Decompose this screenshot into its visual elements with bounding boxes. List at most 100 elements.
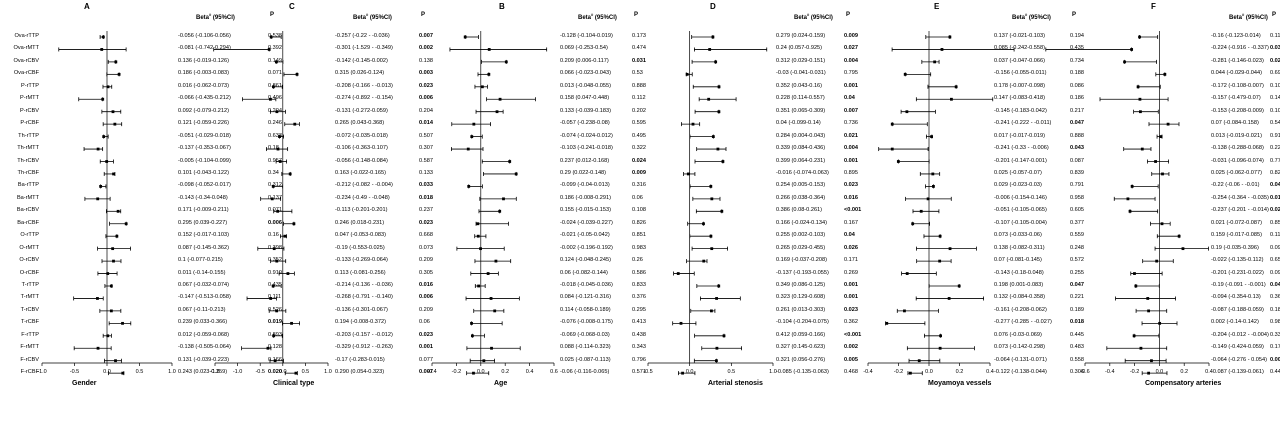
beta-ci-value: 0.186 (-0.008-0.291) (560, 194, 611, 201)
beta-ci-value: 0.237 (0.012-0.168) (560, 157, 610, 164)
beta-point (266, 346, 270, 350)
beta-ci-value: 0.084 (-0.121-0.316) (560, 294, 611, 301)
beta-point (1132, 334, 1136, 338)
p-value: 0.204 (268, 107, 282, 114)
p-value: 0.031 (632, 57, 646, 64)
beta-point (1138, 97, 1142, 101)
beta-ci-value: 0.073 (-0.142-0.298) (994, 344, 1045, 351)
panel-letter: D (710, 2, 716, 11)
p-value: 0.023 (844, 306, 858, 313)
beta-point (717, 284, 721, 288)
beta-ci-value: 0.013 (-0.019-0.021) (1211, 132, 1262, 139)
beta-point (1130, 48, 1134, 51)
x-axis-title: Gender (72, 380, 97, 387)
p-value: 0.006 (419, 95, 433, 102)
beta-ci-value: 0.131 (-0.039-0.223) (178, 356, 229, 363)
beta-point (1161, 172, 1164, 176)
p-value: 0.668 (419, 232, 433, 239)
beta-ci-value: -0.057 (-0.238-0.08) (560, 120, 610, 127)
x-tick-label: 0.4 (1205, 369, 1213, 375)
beta-point (721, 160, 725, 163)
x-axis-title: Age (494, 380, 508, 387)
beta-point (903, 309, 906, 313)
beta-ci-value: -0.237 (-0.201 - -0.014) (1211, 207, 1269, 214)
p-value: 0.108 (1270, 107, 1280, 114)
p-header: P (421, 12, 426, 18)
p-value: 0.189 (1070, 306, 1084, 313)
p-value: 0.186 (1070, 95, 1084, 102)
beta-ci-value: -0.234 (-0.49 - -0.048) (335, 194, 390, 201)
beta-point (1136, 85, 1140, 89)
p-value: 0.605 (1070, 207, 1084, 214)
beta-point (514, 172, 518, 176)
beta-point (467, 185, 471, 188)
row-label: P-rCBF (20, 120, 39, 127)
p-value: 0.352 (268, 257, 282, 264)
p-value: 0.888 (632, 82, 646, 89)
beta-point (294, 371, 298, 375)
forest-panel-d: D Beta# (95%CI) P -0.5 0.0 0.5 1.0 0.279 (0.024… (643, 0, 866, 427)
p-value: 0.024 (632, 157, 646, 164)
p-value: 0.138 (419, 57, 433, 64)
forest-plot-svg: -0.5 0.0 0.5 1.0 (643, 31, 777, 376)
p-value: 0.171 (844, 257, 858, 264)
beta-point (938, 234, 942, 238)
beta-ci-value: -0.22 (-0.06 - -0.01) (1211, 182, 1260, 189)
beta-ci-value: 0.243 (0.023-0.259) (178, 369, 228, 376)
beta-point (890, 122, 894, 126)
beta-point (709, 185, 713, 188)
beta-point (1133, 272, 1136, 275)
beta-point (708, 48, 712, 51)
p-value: 0.361 (1270, 294, 1280, 301)
beta-ci-value: 0.186 (-0.003-0.083) (178, 70, 229, 77)
beta-point (1139, 346, 1143, 350)
p-value: 0.002 (419, 45, 433, 52)
beta-ci-value: -0.128 (-0.104-0.019) (560, 33, 613, 39)
p-value: 0.06 (419, 319, 430, 326)
beta-ci-value: -0.131 (-0.272-0.059) (335, 107, 388, 114)
beta-point (498, 209, 502, 213)
beta-ci-value: -0.103 (-0.241-0.018) (560, 145, 613, 152)
p-value: 0.377 (1070, 219, 1084, 226)
beta-point (502, 197, 505, 201)
beta-ci-value: 0.265 (0.043-0.368) (335, 120, 385, 127)
beta-ci-value: -0.274 (-0.892 - -0.154) (335, 95, 393, 102)
p-value: 0.173 (632, 33, 646, 39)
beta-point (938, 346, 942, 350)
beta-point (292, 222, 296, 226)
beta-ci-value: 0.147 (-0.083-0.418) (994, 95, 1045, 102)
p-value: 0.071 (268, 70, 282, 77)
beta-point (711, 135, 715, 138)
p-value: 0.016 (419, 282, 433, 288)
beta-ci-value: 0.399 (0.064-0.231) (776, 157, 826, 164)
beta-point (896, 160, 900, 163)
beta-point (905, 110, 909, 114)
beta-ci-value: -0.005 (-0.104-0.099) (178, 157, 231, 164)
p-value: 0.322 (632, 145, 646, 152)
beta-ci-value: -0.257 (-0.22 - -0.036) (335, 33, 390, 39)
beta-ci-value: -0.03 (-0.041-0.031) (776, 70, 826, 77)
beta-point (109, 284, 113, 288)
p-value: 0.019 (268, 319, 282, 326)
p-value: 0.336 (1270, 331, 1280, 338)
p-value: 0.009 (632, 169, 646, 176)
beta-ci-value: 0.087 (-0.145-0.362) (178, 244, 229, 251)
beta-point (685, 72, 689, 76)
p-value: 0.224 (1270, 145, 1280, 152)
beta-point (1159, 135, 1163, 138)
beta-point (939, 334, 942, 338)
beta-ci-value: 0.07 (-0.081-0.145) (994, 257, 1042, 264)
p-value: 0.895 (844, 169, 858, 176)
row-label: P-rMTT (20, 95, 39, 102)
beta-point (504, 60, 508, 64)
p-value: 0.04 (844, 95, 855, 102)
p-value: 0.858 (1270, 219, 1280, 226)
row-label: P-rTTP (20, 82, 39, 89)
p-value: 0.128 (268, 344, 282, 351)
beta-point (472, 371, 475, 375)
p-value: 0.833 (632, 282, 646, 288)
p-value: 0.117 (1270, 33, 1280, 39)
row-label: Ova-rCBF (13, 70, 39, 77)
beta-ci-value: 0.159 (-0.017-0.085) (1211, 232, 1262, 239)
beta-point (96, 297, 99, 300)
